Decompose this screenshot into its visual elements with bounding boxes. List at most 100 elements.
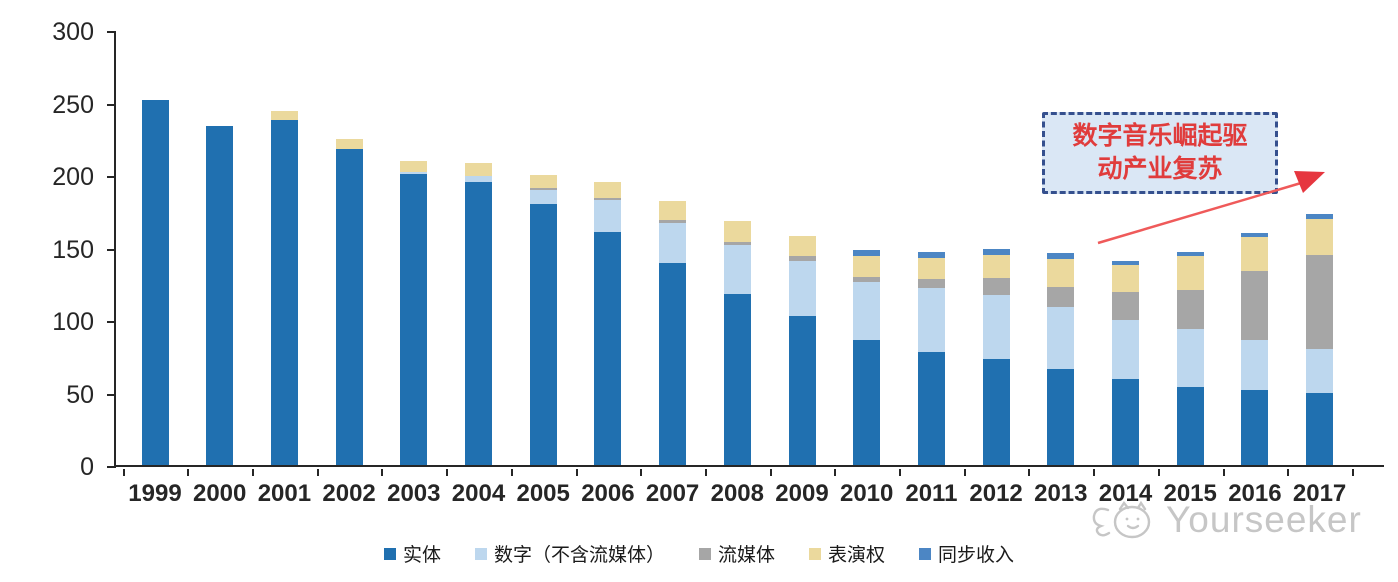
bar-segment-sync-2016: [1241, 233, 1269, 238]
x-tick-label-2013: 2013: [1034, 480, 1088, 507]
bar-segment-digital-2011: [917, 288, 945, 352]
bar-segment-streaming-2005: [529, 188, 557, 190]
legend-item-performance: 表演权: [809, 540, 885, 567]
bar-segment-streaming-2012: [982, 277, 1010, 296]
legend-item-digital: 数字（不含流媒体）: [474, 540, 665, 567]
x-axis-tick: [1222, 469, 1225, 476]
bar-segment-performance-2007: [659, 201, 687, 220]
bar-segment-physical-2011: [917, 351, 945, 465]
bar-segment-performance-2010: [853, 256, 881, 277]
x-axis-tick: [834, 469, 837, 476]
bar-segment-digital-2003: [400, 172, 428, 174]
x-tick-label-2011: 2011: [905, 480, 958, 507]
bar-segment-streaming-2010: [853, 276, 881, 283]
bar-segment-digital-2012: [982, 295, 1010, 360]
bar-segment-performance-2001: [270, 111, 298, 120]
legend-label: 表演权: [828, 545, 886, 566]
x-tick-label-2016: 2016: [1228, 480, 1282, 507]
bar-segment-digital-2008: [723, 244, 751, 294]
bar-segment-sync-2015: [1176, 251, 1204, 257]
bar-segment-streaming-2007: [659, 219, 687, 223]
bar-segment-streaming-2011: [917, 279, 945, 289]
y-axis-tick: [107, 466, 116, 468]
bar-segment-physical-2008: [723, 293, 751, 465]
y-tick-label-200: 200: [52, 163, 94, 191]
y-tick-label-0: 0: [80, 453, 94, 481]
x-axis-tick: [187, 469, 190, 476]
bar-segment-performance-2003: [400, 160, 428, 173]
legend-item-physical: 实体: [383, 540, 441, 567]
y-tick-label-300: 300: [52, 18, 94, 46]
watermark-logo-icon: [1092, 500, 1151, 539]
bar-segment-sync-2014: [1112, 260, 1139, 265]
y-tick-label-250: 250: [52, 90, 94, 119]
bar-segment-sync-2012: [982, 248, 1010, 255]
bar-segment-physical-2003: [400, 173, 428, 465]
bar-segment-performance-2011: [917, 257, 945, 280]
legend-item-streaming: 流媒体: [698, 540, 775, 567]
y-tick-label-50: 50: [66, 380, 94, 409]
y-tick-label-100: 100: [52, 308, 94, 336]
bar-segment-performance-2008: [723, 221, 751, 242]
x-axis-tick: [510, 469, 513, 476]
x-tick-label-2000: 2000: [192, 480, 247, 507]
x-tick-label-2001: 2001: [257, 480, 312, 507]
bar-segment-streaming-2014: [1112, 292, 1139, 320]
bar-segment-sync-2010: [853, 250, 881, 257]
legend-label: 流媒体: [717, 545, 775, 566]
y-axis-tick: [107, 31, 116, 33]
x-axis-tick: [1157, 469, 1160, 476]
x-tick-label-2009: 2009: [775, 480, 829, 507]
legend-label: 实体: [402, 545, 441, 566]
bar-segment-physical-2009: [788, 315, 816, 465]
y-axis-tick: [107, 176, 116, 178]
bar-segment-performance-2013: [1047, 259, 1075, 287]
x-tick-label-2007: 2007: [645, 480, 700, 507]
annotation-line2: 动产业复苏: [1097, 155, 1223, 183]
bar-segment-physical-2004: [465, 182, 492, 465]
annotation-callout: 数字音乐崛起驱 动产业复苏: [1042, 112, 1278, 194]
bar-segment-physical-2017: [1306, 392, 1334, 465]
bar-segment-streaming-2006: [594, 198, 622, 200]
legend-swatch-icon: [698, 547, 711, 560]
y-axis-tick: [107, 248, 116, 251]
bar-segment-physical-2002: [335, 148, 363, 465]
x-axis-tick: [446, 469, 449, 476]
bar-segment-digital-2007: [659, 222, 687, 264]
plot-area: 1999 2000 2001 2002 2003 2004 2005 2006 2007 2008…: [52, 19, 1384, 507]
x-tick-label-2005: 2005: [516, 480, 570, 507]
x-tick-label-2008: 2008: [710, 480, 764, 507]
bar-segment-physical-2006: [594, 231, 622, 465]
bar-segment-performance-2017: [1306, 218, 1334, 255]
x-axis-tick: [252, 469, 255, 476]
chart-legend: 实体 数字（不含流媒体） 流媒体 表演权 同步收入: [0, 540, 1398, 567]
bar-segment-performance-2015: [1176, 256, 1204, 290]
bar-segment-digital-2004: [465, 176, 492, 183]
bar-segment-physical-2014: [1112, 379, 1139, 465]
bar-segment-digital-2009: [788, 260, 816, 316]
x-axis-tick: [575, 469, 578, 476]
x-tick-label-2012: 2012: [969, 480, 1023, 507]
x-axis-tick: [381, 469, 384, 476]
x-tick-label-2017: 2017: [1292, 480, 1347, 507]
bar-segment-streaming-2017: [1306, 254, 1334, 349]
bar-segment-physical-2016: [1241, 389, 1269, 465]
bar-segment-sync-2017: [1306, 214, 1334, 219]
bar-segment-performance-2004: [465, 163, 492, 177]
bar-segment-physical-2005: [529, 204, 557, 465]
bar-segment-digital-2005: [529, 189, 557, 204]
x-axis-tick: [899, 469, 902, 476]
bar-segment-digital-2013: [1047, 306, 1075, 370]
y-axis-tick: [107, 393, 116, 396]
legend-swatch-icon: [474, 547, 487, 560]
x-axis-tick: [1351, 469, 1354, 476]
y-axis-tick: [107, 103, 116, 106]
bar-segment-physical-2001: [270, 119, 298, 465]
bar-segment-digital-2017: [1306, 349, 1334, 393]
x-axis-tick: [640, 469, 643, 476]
bar-segment-digital-2014: [1112, 320, 1139, 380]
bar-segment-performance-2005: [529, 175, 557, 189]
bar-segment-digital-2016: [1241, 340, 1269, 390]
x-tick-label-2014: 2014: [1098, 480, 1153, 507]
